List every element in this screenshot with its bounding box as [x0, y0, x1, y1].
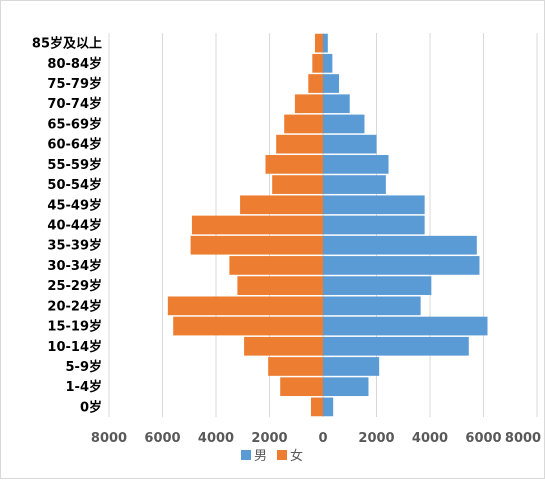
- bar-male-17: [323, 53, 333, 73]
- category-label-17: 80-84岁: [47, 56, 102, 72]
- x-axis-tick-labels: 8000 6000 4000 2000 0 2000 4000 6000 8000: [91, 431, 541, 446]
- bar-female-4: [173, 316, 323, 336]
- category-label-8: 35-39岁: [47, 238, 102, 254]
- bar-female-14: [284, 114, 323, 134]
- category-label-3: 10-14岁: [47, 339, 102, 355]
- category-label-4: 15-19岁: [47, 319, 102, 335]
- bar-male-1: [323, 377, 369, 397]
- bar-male-8: [323, 235, 477, 255]
- bar-female-10: [240, 195, 323, 215]
- category-label-14: 65-69岁: [47, 116, 102, 132]
- category-label-12: 55-59岁: [47, 157, 102, 173]
- bar-female-17: [312, 53, 323, 73]
- category-label-18: 85岁及以上: [32, 36, 102, 52]
- bar-female-18: [314, 33, 323, 53]
- bar-male-14: [323, 114, 365, 134]
- category-label-10: 45-49岁: [47, 197, 102, 213]
- legend: 男女: [241, 448, 303, 464]
- x-tick-label-5: 2000: [358, 431, 394, 446]
- bar-male-2: [323, 357, 380, 376]
- bar-female-0: [310, 397, 323, 417]
- bar-female-15: [294, 94, 323, 114]
- x-tick-label-7: 6000: [465, 431, 501, 446]
- bar-male-4: [323, 316, 488, 336]
- category-label-15: 70-74岁: [47, 96, 102, 112]
- category-label-0: 0岁: [80, 399, 102, 415]
- bars: [167, 33, 488, 417]
- bar-male-5: [323, 296, 421, 316]
- bar-female-3: [244, 336, 323, 356]
- bar-male-12: [323, 155, 389, 174]
- x-tick-label-4: 0: [318, 431, 327, 446]
- category-label-16: 75-79岁: [47, 76, 102, 92]
- bar-male-16: [323, 74, 340, 93]
- bar-male-13: [323, 134, 377, 154]
- x-tick-label-6: 4000: [412, 431, 448, 446]
- category-label-1: 1-4岁: [66, 379, 103, 395]
- bar-female-7: [229, 256, 323, 275]
- legend-swatch-1: [277, 450, 287, 460]
- category-label-11: 50-54岁: [47, 177, 102, 193]
- bar-female-5: [167, 296, 323, 316]
- legend-label-1: 女: [290, 448, 303, 464]
- category-label-2: 5-9岁: [66, 359, 103, 375]
- bar-female-2: [268, 357, 323, 376]
- legend-swatch-0: [241, 450, 251, 460]
- bar-male-11: [323, 175, 386, 194]
- category-label-6: 25-29岁: [47, 278, 102, 294]
- bar-male-7: [323, 256, 480, 275]
- bar-female-12: [265, 155, 323, 174]
- bar-male-15: [323, 94, 350, 114]
- legend-label-0: 男: [254, 449, 267, 464]
- bar-male-6: [323, 276, 432, 295]
- x-tick-label-8: 8000: [505, 431, 541, 446]
- bar-female-9: [191, 215, 323, 235]
- bar-male-10: [323, 195, 425, 215]
- x-tick-label-2: 4000: [198, 431, 234, 446]
- bar-female-8: [190, 235, 323, 255]
- category-label-13: 60-64岁: [47, 137, 102, 153]
- category-labels: 0岁 1-4岁 5-9岁 10-14岁 15-19岁 20-24岁 25-29岁 30-34岁…: [32, 36, 102, 416]
- bar-male-18: [323, 33, 328, 53]
- category-label-5: 20-24岁: [47, 298, 102, 314]
- bar-male-9: [323, 215, 425, 235]
- bar-female-6: [237, 276, 323, 295]
- x-tick-label-1: 6000: [144, 431, 180, 446]
- bar-male-0: [323, 397, 334, 417]
- x-tick-label-3: 2000: [251, 431, 287, 446]
- bar-female-11: [272, 175, 323, 194]
- category-label-7: 30-34岁: [47, 258, 102, 274]
- category-label-9: 40-44岁: [47, 218, 102, 234]
- bar-female-16: [308, 74, 323, 93]
- bar-female-13: [276, 134, 323, 154]
- x-tick-label-0: 8000: [91, 431, 127, 446]
- bar-female-1: [280, 377, 323, 397]
- bar-male-3: [323, 336, 469, 356]
